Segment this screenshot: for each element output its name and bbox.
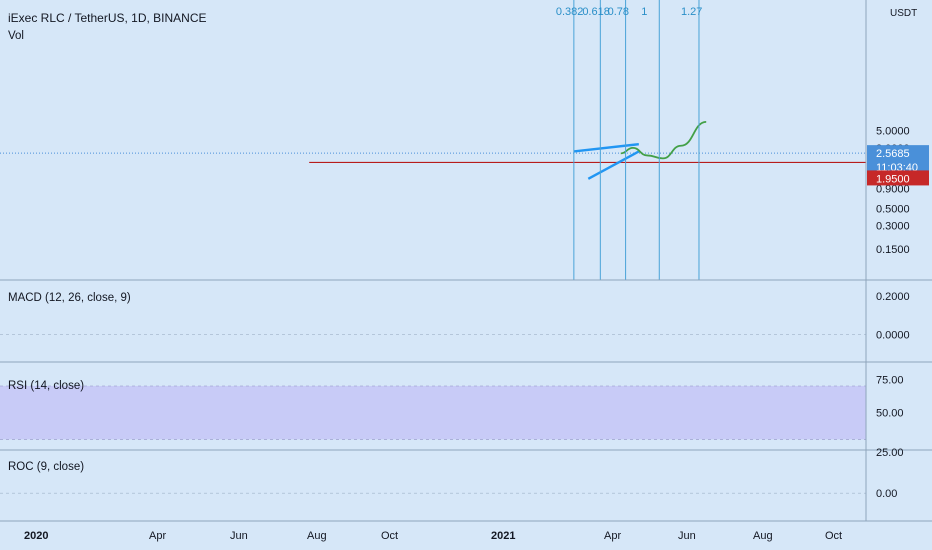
fib-zone-label: 0.618 — [582, 6, 610, 18]
main-price-pane[interactable] — [0, 120, 866, 180]
projection-curve[interactable] — [620, 120, 707, 160]
time-axis-label: Aug — [307, 530, 327, 542]
fib-zone-label: 0.382 — [556, 6, 584, 18]
price-tick-label: 0.9000 — [876, 183, 910, 195]
symbol-title: iExec RLC / TetherUS, 1D, BINANCE — [8, 11, 207, 25]
rsi-band — [0, 386, 866, 440]
price-tick-label: 0.3000 — [876, 221, 910, 233]
roc-title: ROC (9, close) — [8, 461, 84, 473]
time-axis-label: Oct — [381, 530, 398, 542]
time-axis-label: Jun — [230, 530, 248, 542]
price-tick-label: 5.0000 — [876, 126, 910, 138]
rsi-pane[interactable] — [0, 385, 866, 440]
currency-label: USDT — [890, 8, 917, 19]
fib-zone-label: 1 — [641, 6, 647, 18]
rsi-tick-label: 50.00 — [876, 408, 904, 420]
price-tick-label: 0.5000 — [876, 203, 910, 215]
roc-tick-label: 0.00 — [876, 488, 897, 500]
time-axis-label: Aug — [753, 530, 773, 542]
time-axis-label: Apr — [149, 530, 166, 542]
macd-tick-label: 0.0000 — [876, 330, 910, 342]
rsi-tick-label: 25.00 — [876, 447, 904, 459]
wedge-lower-line[interactable] — [587, 150, 640, 180]
fib-zone-label: 1.27 — [681, 6, 702, 18]
macd-title: MACD (12, 26, close, 9) — [8, 292, 131, 304]
time-axis-label: Jun — [678, 530, 696, 542]
price-scale[interactable]: 5.00003.00000.90000.50000.30000.15002.56… — [0, 0, 932, 522]
wedge-upper-line[interactable] — [573, 142, 639, 153]
last-price-badge — [867, 145, 929, 176]
rsi-title: RSI (14, close) — [8, 380, 84, 392]
time-axis-label: Oct — [825, 530, 842, 542]
macd-tick-label: 0.2000 — [876, 291, 910, 303]
last-price-value: 2.5685 — [876, 148, 910, 160]
time-axis-label: 2021 — [491, 530, 515, 542]
fib-zone-label: 0.78 — [608, 6, 629, 18]
volume-label: Vol — [8, 30, 24, 42]
time-axis-label: 2020 — [24, 530, 48, 542]
time-axis-label: Apr — [604, 530, 621, 542]
level-badge — [867, 170, 929, 186]
price-tick-label: 0.1500 — [876, 244, 910, 256]
level-badge-value: 1.9500 — [876, 173, 910, 185]
rsi-tick-label: 75.00 — [876, 374, 904, 386]
time-axis[interactable]: 2020 Apr Jun Aug Oct 2021 Apr Jun Aug Oct — [24, 530, 842, 542]
